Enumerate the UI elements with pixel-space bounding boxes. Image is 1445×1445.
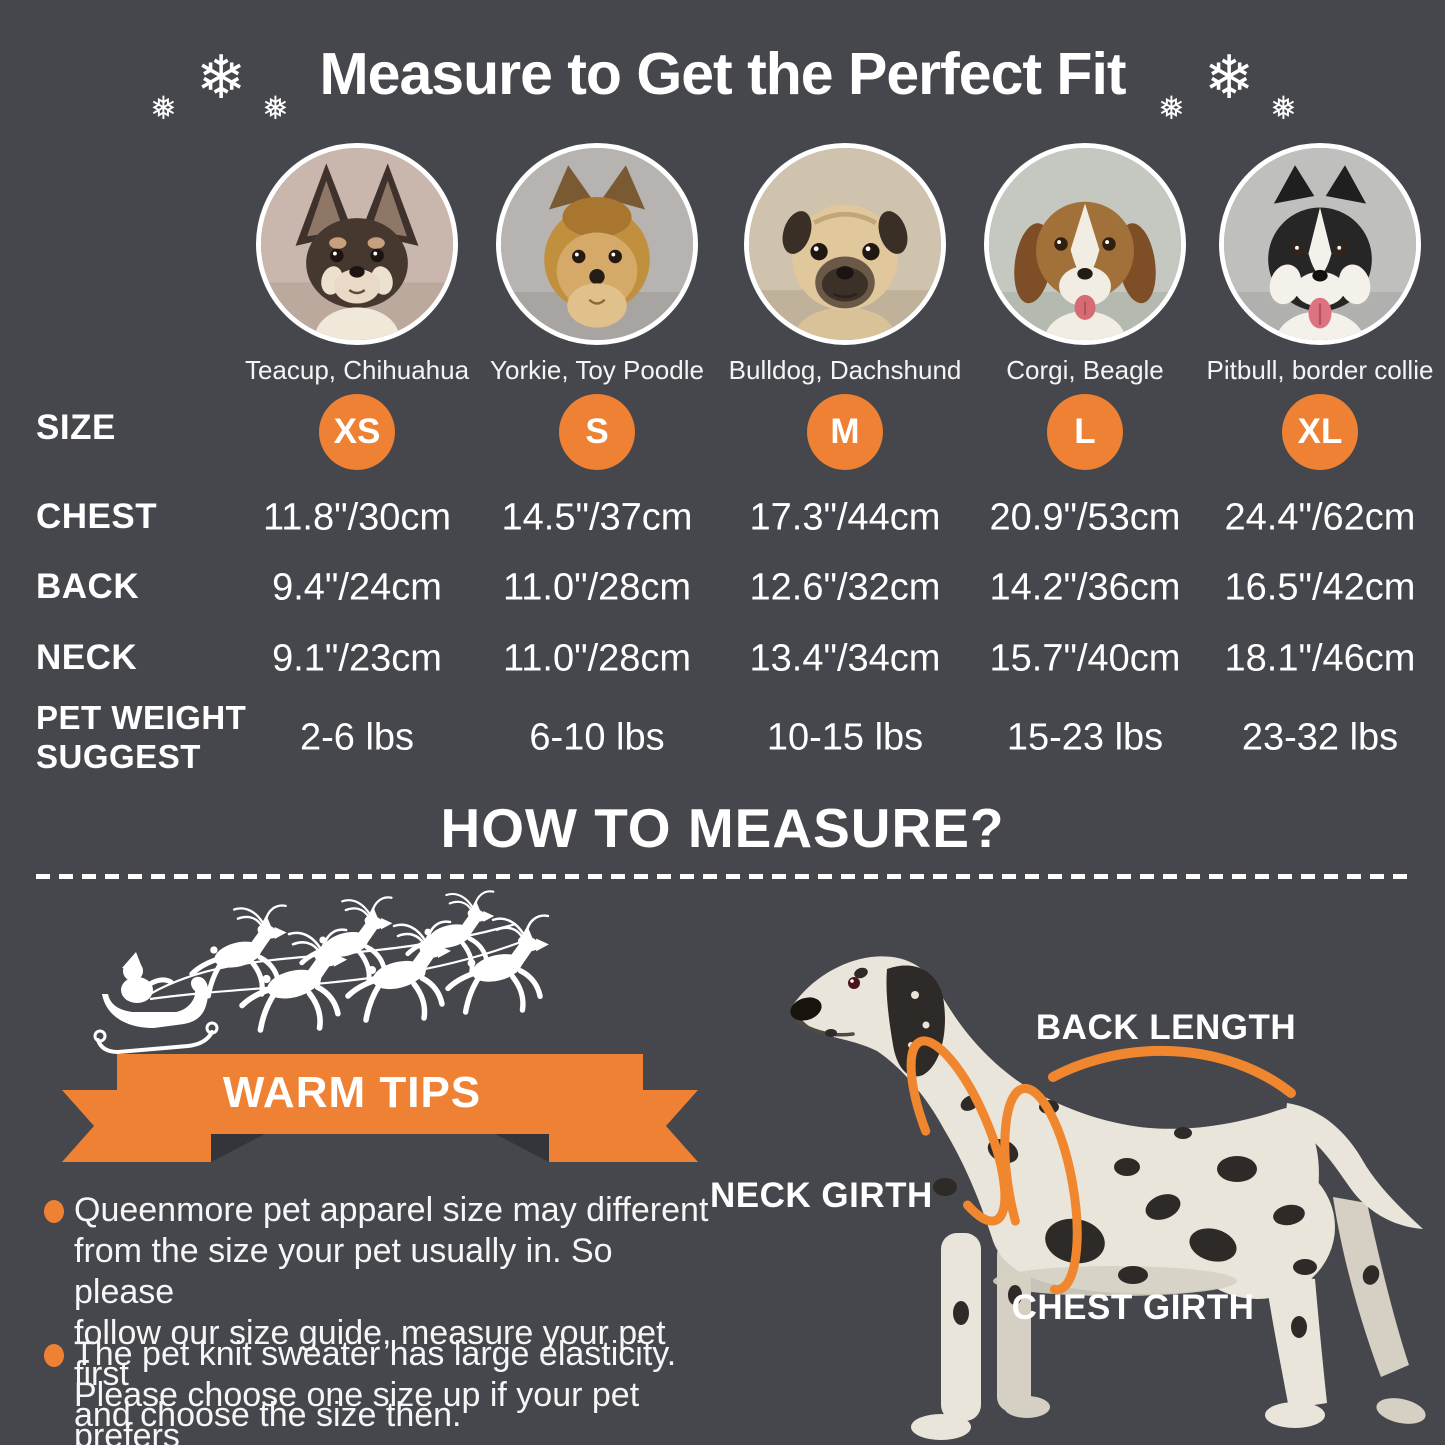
table-cell: 14.5"/37cm: [501, 496, 693, 539]
dog-photo-pug: [744, 143, 946, 345]
sleigh-icon: [93, 952, 219, 1055]
size-badge-m: M: [807, 394, 883, 470]
santa-sleigh-reindeer-icon: [93, 886, 652, 1055]
row-label-size: SIZE: [36, 408, 116, 447]
tip-item: Queenmore pet apparel size may different…: [74, 1191, 709, 1434]
dog-photo-border-collie: [1219, 143, 1421, 345]
snowflake-icon: ❅: [1270, 90, 1297, 126]
back-length-label: BACK LENGTH: [1035, 1008, 1297, 1047]
snowflake-icon: ❄: [1204, 44, 1255, 111]
row-label-weight-line1: PET WEIGHT: [36, 699, 247, 736]
table-cell: 20.9"/53cm: [989, 496, 1181, 539]
warm-tips-title: WARM TIPS: [222, 1068, 482, 1117]
table-cell: 23-32 lbs: [1241, 716, 1399, 759]
snowflake-icon: ❄: [196, 44, 247, 111]
dashed-divider: [36, 874, 1412, 879]
breed-caption: Bulldog, Dachshund: [728, 355, 962, 385]
page-title: Measure to Get the Perfect Fit: [319, 41, 1126, 107]
row-label-back: BACK: [36, 567, 140, 606]
table-cell: 16.5"/42cm: [1224, 566, 1416, 609]
breed-caption: Teacup, Chihuahua: [244, 355, 470, 385]
how-to-measure-title: HOW TO MEASURE?: [440, 797, 1005, 859]
table-cell: 11.0"/28cm: [502, 637, 692, 680]
neck-girth-label: NECK GIRTH: [710, 1176, 933, 1215]
warm-tips-ribbon: [62, 1054, 698, 1162]
table-cell: 24.4"/62cm: [1224, 496, 1416, 539]
neck-girth-arc: [906, 1036, 1010, 1226]
table-cell: 6-10 lbs: [529, 716, 665, 759]
size-badge-xs: XS: [319, 394, 395, 470]
size-badge-s: S: [559, 394, 635, 470]
row-label-weight: PET WEIGHT SUGGEST: [36, 698, 246, 776]
snowflake-icon: ❅: [150, 90, 177, 126]
table-cell: 10-15 lbs: [766, 716, 924, 759]
breed-caption: Yorkie, Toy Poodle: [490, 355, 704, 385]
table-cell: 9.4"/24cm: [272, 566, 442, 609]
table-cell: 14.2"/36cm: [989, 566, 1181, 609]
bullet-icon: [44, 1344, 64, 1367]
row-label-chest: CHEST: [36, 497, 158, 536]
chest-girth-arc: [1000, 1083, 1082, 1295]
back-length-arc: [1048, 1045, 1296, 1098]
breed-caption: Pitbull, border collie: [1206, 355, 1434, 385]
ribbon-fold-left: [211, 1134, 265, 1162]
breed-caption: Corgi, Beagle: [1006, 355, 1164, 385]
table-cell: 18.1"/46cm: [1224, 637, 1416, 680]
dog-photo-yorkie: [496, 143, 698, 345]
dalmatian-diagram: [790, 956, 1426, 1440]
table-cell: 13.4"/34cm: [749, 637, 941, 680]
bullet-icon: [44, 1200, 64, 1223]
dog-photo-beagle: [984, 143, 1186, 345]
table-cell: 17.3"/44cm: [749, 496, 941, 539]
ribbon-fold-right: [495, 1134, 549, 1162]
table-cell: 9.1"/23cm: [272, 637, 442, 680]
tip-item: The pet knit sweater has large elasticit…: [74, 1335, 677, 1445]
size-badge-l: L: [1047, 394, 1123, 470]
table-cell: 15-23 lbs: [1006, 716, 1164, 759]
table-cell: 12.6"/32cm: [749, 566, 941, 609]
table-cell: 2-6 lbs: [299, 716, 415, 759]
snowflake-icon: ❅: [262, 90, 289, 126]
row-label-weight-line2: SUGGEST: [36, 738, 201, 775]
table-cell: 11.8"/30cm: [262, 496, 452, 539]
ribbon-band: [117, 1054, 643, 1134]
row-label-neck: NECK: [36, 638, 138, 677]
snowflake-icon: ❅: [1158, 90, 1185, 126]
chest-girth-label: CHEST GIRTH: [1011, 1288, 1255, 1327]
table-cell: 15.7"/40cm: [989, 637, 1181, 680]
size-badge-xl: XL: [1282, 394, 1358, 470]
table-cell: 11.0"/28cm: [502, 566, 692, 609]
dog-photo-chihuahua: [256, 143, 458, 345]
